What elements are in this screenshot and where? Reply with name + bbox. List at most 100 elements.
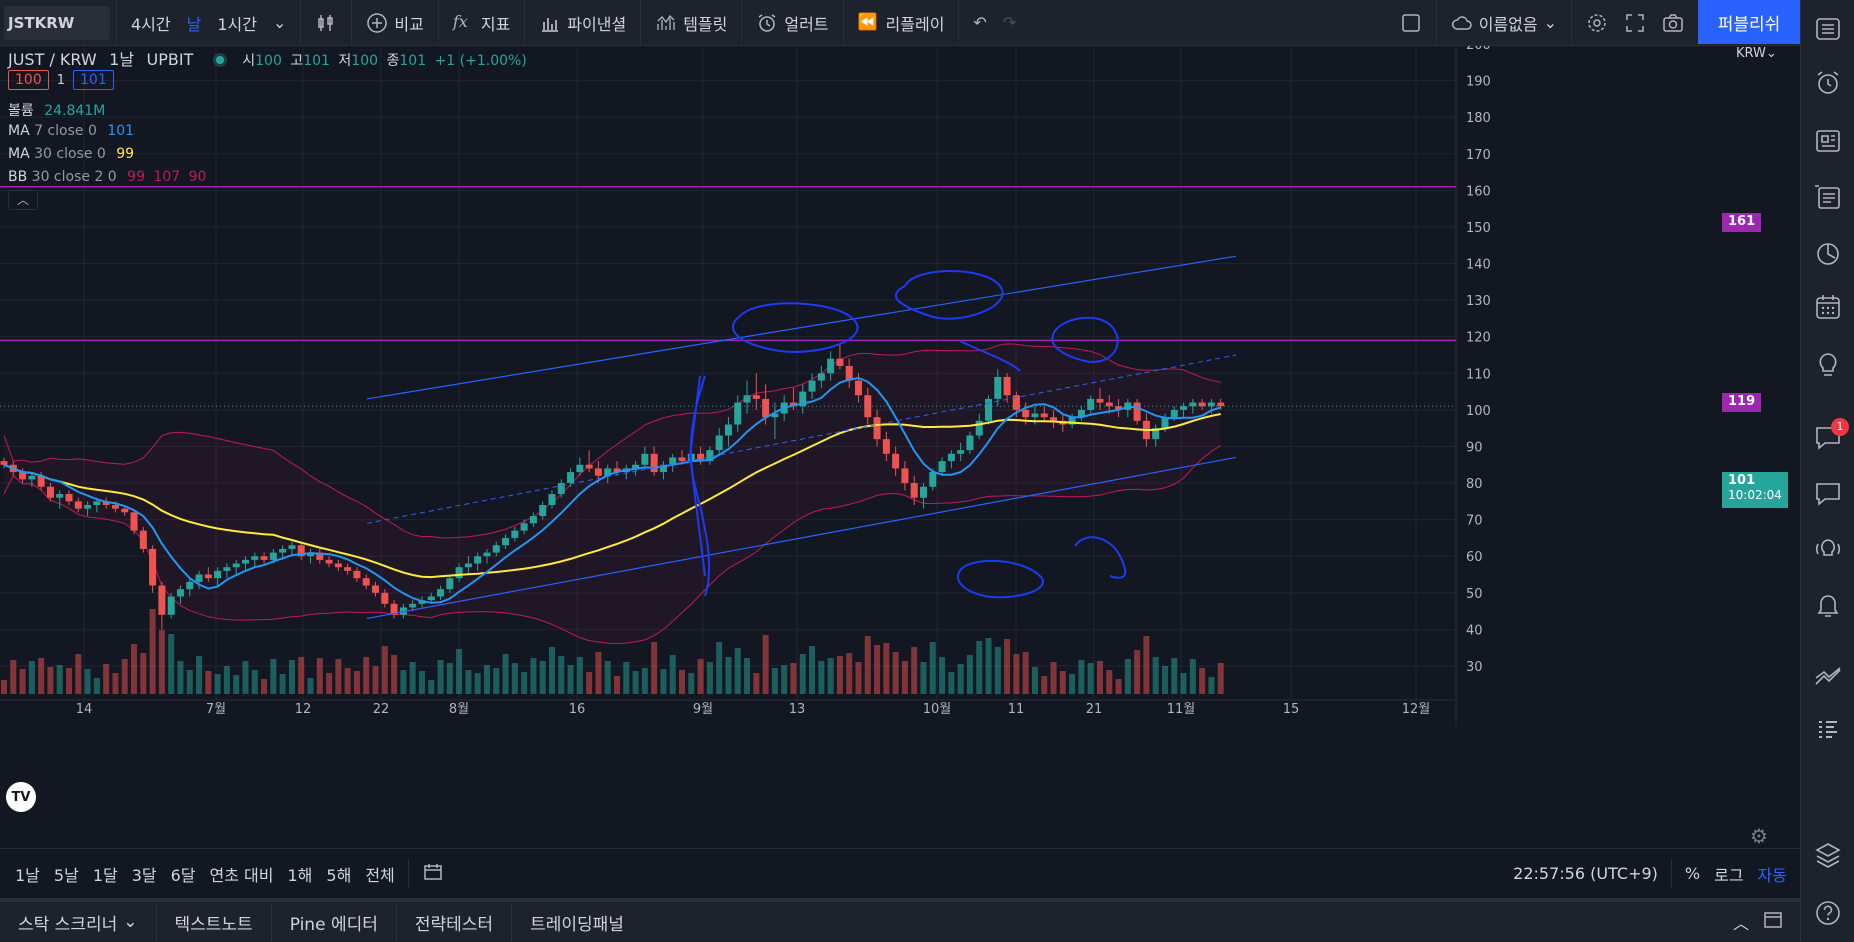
- expand-panel-button[interactable]: ︿: [1726, 910, 1756, 934]
- collapse-legend-button[interactable]: ︿: [8, 190, 38, 210]
- candle-body: [520, 523, 528, 531]
- bell-icon[interactable]: [1813, 590, 1843, 620]
- symbol-search[interactable]: JSTKRW: [4, 5, 110, 40]
- freehand-annotation: [957, 559, 1044, 599]
- messages-icon[interactable]: [1813, 478, 1843, 508]
- legend-ma7[interactable]: MA 7 close 0 101: [8, 123, 134, 139]
- snapshot-button[interactable]: [1654, 0, 1692, 46]
- redo-button[interactable]: ↷: [995, 0, 1024, 46]
- interval-dropdown[interactable]: ⌄: [265, 0, 294, 46]
- interval-4h[interactable]: 4시간: [131, 14, 171, 34]
- range-ytd[interactable]: 연초 대비: [209, 865, 274, 885]
- volume-bar: [688, 673, 695, 694]
- range-3m[interactable]: 3달: [131, 865, 157, 885]
- axis-settings-button[interactable]: ⚙: [1750, 824, 1768, 848]
- spread-qty: 1: [56, 72, 66, 88]
- help-icon[interactable]: [1813, 898, 1843, 928]
- price-tick-label: 190: [1466, 75, 1491, 90]
- candle-body: [102, 501, 110, 506]
- indicators-button[interactable]: fx 지표: [445, 0, 518, 46]
- candle-body: [1217, 402, 1225, 407]
- volume-bar: [1161, 666, 1168, 694]
- volume-bar: [214, 674, 221, 694]
- candle-body: [827, 358, 835, 374]
- candle-body: [594, 468, 602, 476]
- line-tools-icon[interactable]: [1813, 662, 1843, 692]
- divider: [1670, 858, 1672, 889]
- chart-type-button[interactable]: [307, 0, 345, 46]
- news-icon[interactable]: [1813, 126, 1843, 156]
- tab-stock-screener[interactable]: 스탁 스크리너 ⌄: [0, 902, 157, 942]
- channel-mid-line: [366, 354, 1237, 524]
- fullscreen-button[interactable]: [1616, 0, 1654, 46]
- undo-button[interactable]: ↶: [965, 0, 994, 46]
- financials-button[interactable]: 파이낸셜: [531, 0, 634, 46]
- price-chart[interactable]: 2001901801701601501401301201101009080706…: [0, 38, 1800, 846]
- range-5y[interactable]: 5해: [326, 865, 352, 885]
- ideas-stream-icon[interactable]: [1813, 534, 1843, 564]
- dom-icon[interactable]: [1813, 716, 1843, 746]
- settings-button[interactable]: [1578, 0, 1616, 46]
- percent-toggle[interactable]: %: [1684, 864, 1701, 883]
- clock[interactable]: 22:57:56 (UTC+9): [1513, 864, 1658, 883]
- templates-button[interactable]: 템플릿: [647, 0, 735, 46]
- calendar-icon[interactable]: [1813, 292, 1843, 322]
- ask-price[interactable]: 101: [73, 70, 114, 90]
- price-tick-label: 30: [1466, 660, 1483, 675]
- layout-toggle-button[interactable]: [1392, 0, 1430, 46]
- price-tick-label: 100: [1466, 404, 1491, 419]
- legend-volume[interactable]: 볼륨 24.841M: [8, 100, 105, 120]
- chart-pane[interactable]: 2001901801701601501401301201101009080706…: [0, 38, 1800, 848]
- tradingview-logo[interactable]: TV: [6, 782, 36, 812]
- candle-body: [223, 567, 231, 571]
- candle-body: [957, 450, 965, 454]
- legend-open-label: 시: [242, 53, 256, 69]
- layout-name-button[interactable]: 이름없음 ⌄: [1443, 0, 1565, 46]
- replay-button[interactable]: ⏪ 리플레이: [850, 0, 953, 46]
- interval-1h[interactable]: 1시간: [217, 14, 257, 34]
- layers-icon[interactable]: [1813, 840, 1843, 870]
- volume-bar: [298, 657, 305, 694]
- chevron-down-icon: ⌄: [1765, 46, 1777, 61]
- candle-body: [557, 483, 565, 495]
- tab-stock-screener-label: 스탁 스크리너: [18, 914, 118, 935]
- range-1m[interactable]: 1달: [92, 865, 118, 885]
- range-1d[interactable]: 1날: [15, 865, 40, 885]
- candle-body: [966, 435, 974, 451]
- compare-button[interactable]: 비교: [358, 0, 431, 46]
- auto-toggle[interactable]: 자동: [1757, 865, 1787, 885]
- legend-pair[interactable]: JUST / KRW: [8, 50, 97, 69]
- log-toggle[interactable]: 로그: [1714, 865, 1744, 885]
- range-1y[interactable]: 1해: [287, 865, 313, 885]
- time-tick-label: 14: [76, 702, 93, 717]
- bid-price[interactable]: 100: [8, 70, 49, 90]
- range-5d[interactable]: 5날: [53, 865, 79, 885]
- goto-date-button[interactable]: [415, 861, 451, 887]
- tab-trading-panel[interactable]: 트레이딩패널: [530, 914, 624, 935]
- volume-bar: [790, 663, 797, 694]
- time-tick-label: 15: [1283, 702, 1300, 717]
- range-6m[interactable]: 6달: [170, 865, 196, 885]
- volume-bar: [251, 670, 258, 694]
- alert-button[interactable]: 얼러트: [748, 0, 836, 46]
- interval-day[interactable]: 날: [186, 14, 202, 34]
- candle-body: [1105, 402, 1113, 407]
- candle-body: [1133, 402, 1141, 421]
- time-tick-label: 12: [295, 702, 312, 717]
- tab-pine-editor[interactable]: Pine 에디터: [272, 902, 397, 942]
- lightbulb-icon[interactable]: [1813, 350, 1843, 380]
- tab-strategy-tester[interactable]: 전략테스터: [397, 902, 513, 942]
- legend-bb[interactable]: BB 30 close 2 0 99 107 90: [8, 169, 206, 185]
- divider: [640, 0, 642, 46]
- tab-text-notes[interactable]: 텍스트노트: [157, 902, 272, 942]
- hotlist-icon[interactable]: [1813, 238, 1843, 268]
- templates-icon: [657, 14, 675, 30]
- watchlist-icon[interactable]: [1813, 14, 1843, 44]
- maximize-panel-button[interactable]: [1756, 911, 1790, 933]
- publish-button[interactable]: 퍼블리쉬: [1698, 0, 1800, 44]
- legend-ma30[interactable]: MA 30 close 0 99: [8, 146, 134, 162]
- data-window-icon[interactable]: [1813, 182, 1843, 212]
- currency-dropdown[interactable]: KRW⌄: [1736, 46, 1777, 61]
- range-all[interactable]: 전체: [365, 865, 395, 885]
- alarm-clock-icon[interactable]: [1813, 68, 1843, 98]
